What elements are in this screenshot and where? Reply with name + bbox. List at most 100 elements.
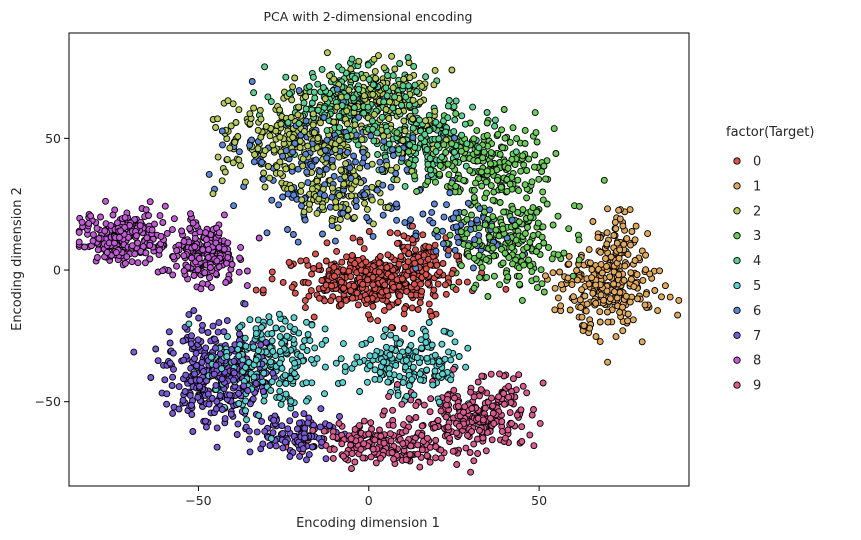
data-point (479, 154, 487, 162)
data-point (180, 267, 188, 275)
data-point (566, 306, 574, 314)
data-point (462, 363, 470, 371)
data-point (439, 227, 447, 235)
data-point (496, 199, 504, 206)
data-point (343, 149, 351, 156)
data-point (388, 449, 396, 457)
y-axis-label: Encoding dimension 2 (10, 187, 25, 331)
data-point (402, 356, 410, 364)
data-point (332, 198, 340, 206)
data-point (278, 339, 286, 347)
data-point (145, 212, 152, 219)
data-point (468, 405, 476, 412)
data-point (265, 313, 273, 321)
data-point (518, 438, 526, 445)
data-point (255, 234, 263, 242)
data-point (131, 250, 139, 258)
data-point (394, 229, 401, 237)
data-point (386, 229, 394, 237)
data-point (500, 400, 508, 408)
data-point (612, 333, 620, 341)
data-point (188, 254, 196, 262)
data-point (308, 162, 316, 170)
data-point (305, 451, 313, 459)
data-point (450, 128, 458, 136)
data-point (136, 222, 144, 230)
data-point (431, 367, 439, 375)
data-point (259, 440, 267, 448)
data-point (525, 155, 533, 163)
data-point (446, 329, 454, 337)
data-point (243, 416, 250, 424)
data-point (554, 212, 562, 220)
data-point (335, 112, 343, 120)
data-point (445, 246, 453, 254)
data-point (308, 270, 316, 278)
data-point (245, 427, 253, 435)
data-point (503, 176, 511, 183)
data-point (380, 358, 388, 366)
data-point (501, 434, 509, 442)
data-point (340, 284, 348, 292)
data-point (196, 376, 204, 384)
data-point (515, 371, 523, 379)
data-point (289, 134, 297, 141)
data-point (513, 411, 521, 419)
data-point (295, 87, 303, 95)
data-point (453, 252, 461, 260)
data-point (365, 430, 373, 438)
data-point (327, 297, 335, 305)
data-point (250, 158, 258, 166)
data-point (213, 443, 221, 451)
data-point (291, 370, 298, 377)
data-point (376, 253, 384, 260)
data-point (369, 220, 377, 228)
data-point (531, 109, 539, 117)
data-point (424, 160, 432, 168)
data-point (212, 381, 220, 389)
data-point (268, 268, 276, 276)
data-point (382, 84, 390, 92)
data-point (307, 287, 315, 295)
data-point (471, 236, 479, 244)
data-point (426, 166, 434, 174)
legend-label: 1 (753, 179, 761, 194)
data-point (431, 107, 439, 115)
data-point (469, 103, 477, 111)
data-point (252, 379, 260, 387)
data-point (661, 282, 669, 290)
data-point (368, 183, 376, 191)
data-point (633, 271, 641, 279)
data-point (431, 241, 439, 249)
data-point (433, 261, 441, 269)
data-point (444, 114, 452, 122)
data-point (518, 296, 526, 304)
data-point (148, 226, 156, 234)
data-point (451, 246, 459, 254)
y-tick-label: 0 (53, 263, 61, 278)
data-point (446, 231, 454, 239)
data-point (462, 444, 470, 452)
data-point (223, 155, 231, 163)
data-point (597, 248, 604, 256)
data-point (436, 170, 443, 178)
data-point (444, 160, 452, 168)
data-point (369, 232, 377, 240)
data-point (473, 216, 481, 224)
data-point (186, 391, 194, 399)
data-point (398, 101, 406, 109)
data-point (375, 259, 383, 267)
data-point (450, 386, 458, 394)
data-point (405, 250, 413, 258)
data-point (254, 126, 262, 134)
data-point (308, 356, 315, 364)
data-point (402, 363, 409, 371)
data-point (509, 124, 517, 132)
data-point (385, 140, 393, 148)
data-point (588, 274, 596, 282)
data-point (282, 147, 290, 155)
data-point (396, 352, 404, 360)
data-point (658, 293, 665, 301)
data-point (291, 359, 298, 367)
data-point (445, 171, 453, 179)
